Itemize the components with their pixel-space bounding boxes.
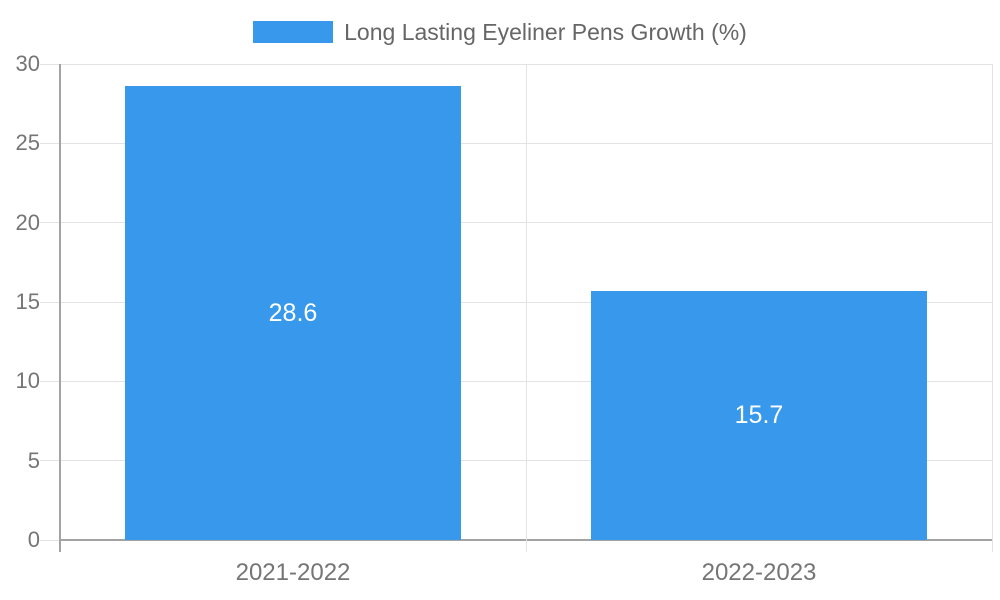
vertical-gridline bbox=[991, 64, 993, 552]
bar-2021-2022[interactable]: 28.6 bbox=[124, 86, 462, 540]
y-tick-label: 5 bbox=[27, 447, 40, 473]
horizontal-gridline bbox=[40, 380, 992, 382]
vertical-gridline bbox=[525, 64, 527, 552]
y-tick-label: 20 bbox=[15, 209, 40, 235]
y-tick-label: 10 bbox=[15, 368, 40, 394]
horizontal-gridline bbox=[40, 301, 992, 303]
bar-value-label: 15.7 bbox=[734, 400, 784, 429]
y-tick-label: 15 bbox=[15, 289, 40, 314]
legend-label: Long Lasting Eyeliner Pens Growth (%) bbox=[344, 18, 747, 45]
x-axis-baseline-tick bbox=[40, 539, 60, 541]
y-tick-label: 25 bbox=[15, 130, 40, 156]
horizontal-gridline bbox=[40, 222, 992, 224]
x-tick-label: 2021-2022 bbox=[235, 559, 351, 586]
legend[interactable]: Long Lasting Eyeliner Pens Growth (%) bbox=[0, 19, 1000, 45]
horizontal-gridline bbox=[40, 142, 992, 144]
bar-2022-2023[interactable]: 15.7 bbox=[590, 290, 928, 540]
y-tick-label: 30 bbox=[15, 51, 40, 76]
legend-swatch-icon bbox=[253, 21, 334, 43]
x-tick-label: 2022-2023 bbox=[701, 559, 817, 586]
y-tick-label: 0 bbox=[27, 527, 40, 552]
horizontal-gridline bbox=[40, 63, 992, 65]
y-axis-line bbox=[59, 64, 61, 552]
horizontal-gridline bbox=[40, 460, 992, 462]
bar-value-label: 28.6 bbox=[268, 298, 318, 327]
